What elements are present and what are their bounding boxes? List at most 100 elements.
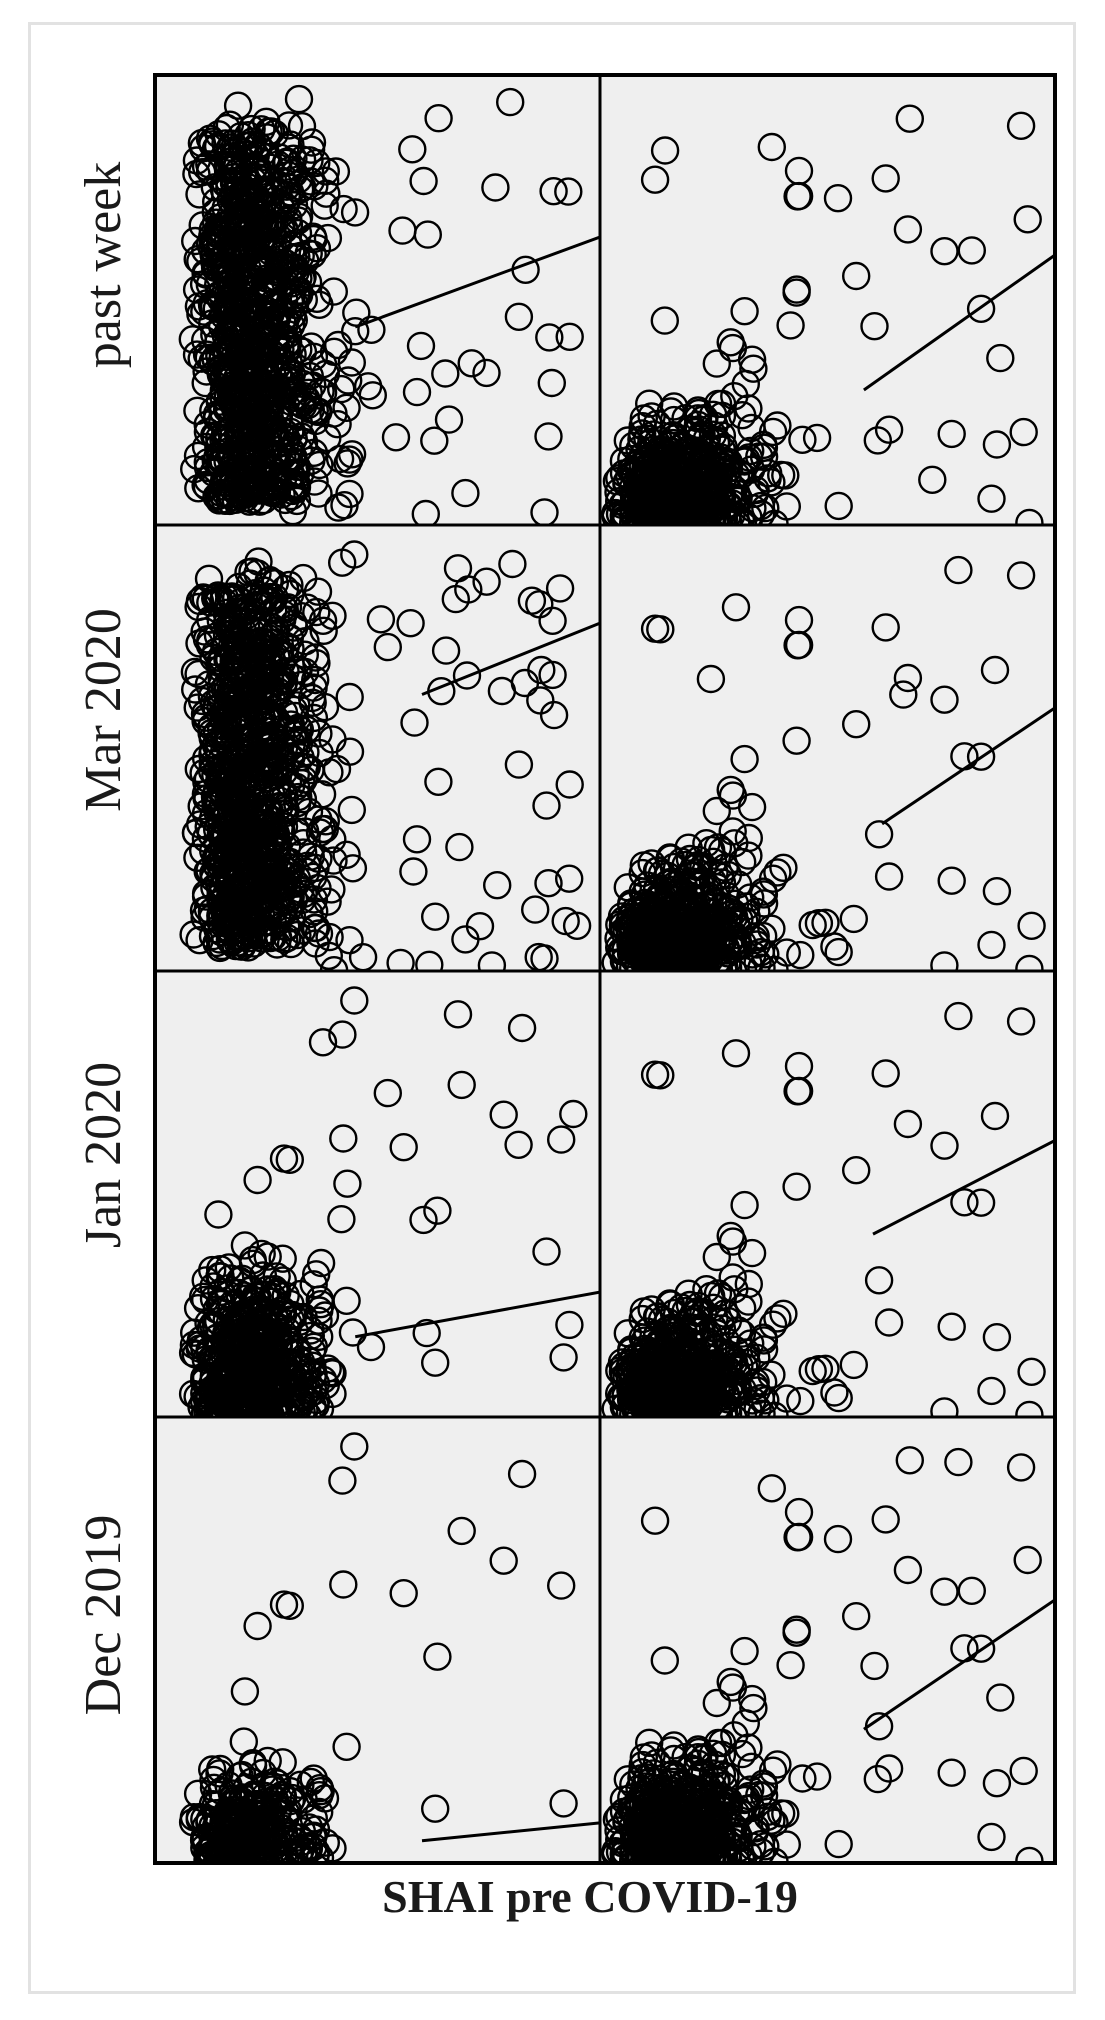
data-point xyxy=(398,135,427,164)
data-point xyxy=(554,177,583,206)
data-point xyxy=(783,182,812,211)
data-point xyxy=(201,583,231,612)
data-point xyxy=(788,1764,817,1793)
data-point xyxy=(535,323,564,352)
data-point xyxy=(284,714,314,743)
data-point xyxy=(714,911,743,940)
data-point xyxy=(179,454,209,484)
data-point xyxy=(366,605,396,634)
data-point xyxy=(252,813,281,842)
data-point xyxy=(268,1783,298,1813)
data-point xyxy=(220,239,249,268)
data-point xyxy=(465,912,495,941)
data-point xyxy=(402,377,432,407)
data-point xyxy=(702,1688,731,1718)
fit-line xyxy=(354,235,600,329)
fit-line xyxy=(354,1290,600,1339)
data-point xyxy=(713,1801,742,1830)
data-point xyxy=(284,280,314,310)
data-point xyxy=(692,1356,722,1385)
data-point xyxy=(276,634,305,663)
data-point xyxy=(613,426,642,455)
panel-r1-c1 xyxy=(153,73,602,527)
data-point xyxy=(260,678,289,707)
data-point xyxy=(704,951,733,971)
data-point xyxy=(318,601,347,630)
data-point xyxy=(690,1398,720,1417)
data-point xyxy=(262,930,292,959)
data-point xyxy=(616,1375,645,1405)
data-point xyxy=(245,1392,274,1417)
data-point xyxy=(381,423,411,452)
data-point xyxy=(776,311,805,340)
data-point xyxy=(424,103,453,133)
data-point xyxy=(757,1474,786,1503)
data-point xyxy=(191,1266,220,1295)
data-point xyxy=(324,330,353,360)
data-point xyxy=(263,228,292,257)
data-point xyxy=(481,173,510,202)
data-point xyxy=(526,686,555,715)
data-point xyxy=(721,593,751,622)
data-point xyxy=(216,676,245,706)
data-point xyxy=(202,482,231,511)
data-point xyxy=(683,1742,713,1772)
data-point xyxy=(201,133,231,163)
data-point xyxy=(263,459,292,488)
data-point xyxy=(708,1359,738,1389)
data-point xyxy=(262,377,291,407)
data-point xyxy=(236,367,266,397)
data-point xyxy=(335,479,364,509)
data-point xyxy=(690,436,719,465)
data-point xyxy=(702,349,731,378)
data-point xyxy=(1015,954,1044,971)
data-point xyxy=(683,404,713,433)
data-points xyxy=(179,540,592,971)
data-point xyxy=(189,896,219,925)
data-point xyxy=(980,1101,1010,1131)
data-point xyxy=(937,866,966,895)
data-point xyxy=(718,1344,748,1373)
panel-r3-c1 xyxy=(153,969,602,1419)
data-point xyxy=(340,198,370,227)
data-point xyxy=(649,484,678,513)
data-point xyxy=(209,720,239,750)
data-point xyxy=(190,1826,220,1855)
fit-line xyxy=(881,706,1055,826)
data-point xyxy=(200,173,230,202)
row-label-3: Jan 2020 xyxy=(75,1062,132,1248)
data-point xyxy=(703,833,733,862)
data-point xyxy=(327,1204,356,1234)
data-point xyxy=(687,1831,716,1860)
data-point xyxy=(218,759,248,789)
data-point xyxy=(707,421,737,450)
data-point xyxy=(918,465,947,494)
data-point xyxy=(690,952,720,971)
data-point xyxy=(212,670,242,699)
data-point xyxy=(220,788,250,817)
data-point xyxy=(332,393,361,422)
data-point xyxy=(332,1732,361,1762)
data-point xyxy=(329,194,358,224)
data-point xyxy=(871,1505,900,1534)
data-point xyxy=(930,951,959,971)
data-point xyxy=(638,1823,667,1853)
data-point xyxy=(534,422,563,451)
data-point xyxy=(1006,111,1036,141)
data-point xyxy=(895,1446,924,1475)
data-point xyxy=(692,910,722,939)
data-point xyxy=(292,857,321,886)
data-point xyxy=(772,1384,801,1413)
data-point xyxy=(268,1367,297,1396)
data-point xyxy=(728,1375,757,1404)
data-point xyxy=(605,464,634,493)
data-point xyxy=(335,682,364,712)
data-point xyxy=(874,862,904,891)
data-point xyxy=(648,461,677,491)
data-point xyxy=(268,1266,297,1295)
panel-r3-c2 xyxy=(598,969,1057,1419)
data-point xyxy=(647,502,677,525)
data-point xyxy=(329,1570,358,1599)
data-point xyxy=(734,394,763,423)
data-point xyxy=(751,1386,780,1415)
